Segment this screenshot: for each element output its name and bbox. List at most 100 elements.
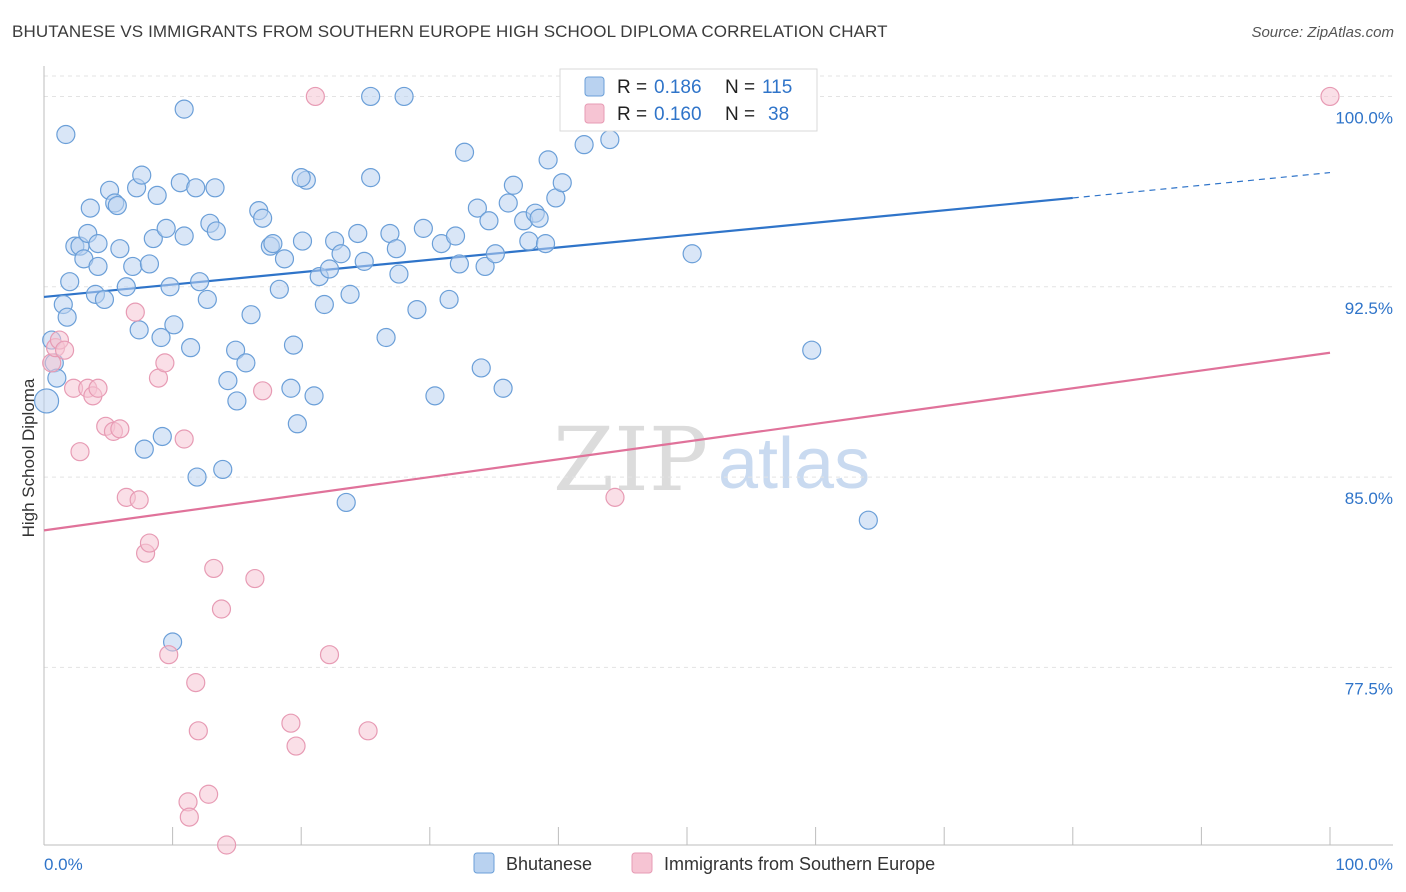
point-bhutanese <box>485 244 505 264</box>
point-southern-europe <box>281 713 301 733</box>
point-bhutanese <box>88 256 108 277</box>
point-bhutanese <box>253 208 273 228</box>
point-bhutanese <box>498 193 518 213</box>
point-bhutanese <box>529 208 549 228</box>
y-tick-labels: 77.5% 85.0% 92.5% 100.0% <box>1335 108 1393 698</box>
point-bhutanese <box>107 195 127 216</box>
point-bhutanese <box>110 239 130 259</box>
point-bhutanese <box>407 299 427 320</box>
point-bhutanese <box>802 340 822 360</box>
y-tick-label: 77.5% <box>1345 679 1393 698</box>
point-bhutanese <box>281 378 301 398</box>
point-bhutanese <box>33 388 60 414</box>
point-bhutanese <box>361 168 381 188</box>
y-tick-label: 92.5% <box>1345 299 1393 318</box>
point-southern-europe <box>245 568 265 589</box>
point-bhutanese <box>174 99 194 119</box>
stats-swatch-southern-europe <box>584 103 605 124</box>
point-bhutanese <box>151 327 171 348</box>
point-bhutanese <box>187 467 207 487</box>
y-tick-label: 100.0% <box>1335 108 1393 127</box>
stats-r-value-1: 0.186 <box>654 77 702 98</box>
trend-lines <box>43 171 1331 532</box>
trend-line-southern-europe <box>43 351 1331 532</box>
trend-line-bhutanese-extension <box>1072 171 1331 199</box>
point-southern-europe <box>188 721 208 741</box>
legend-label-bhutanese: Bhutanese <box>506 854 592 874</box>
point-bhutanese <box>503 175 523 195</box>
point-southern-europe <box>110 419 130 439</box>
point-bhutanese <box>60 272 80 292</box>
point-bhutanese <box>287 414 307 434</box>
stats-r-value-2: 0.160 <box>654 104 702 125</box>
point-bhutanese <box>319 259 340 279</box>
point-bhutanese <box>340 284 360 304</box>
point-bhutanese <box>174 226 194 246</box>
point-bhutanese <box>190 272 210 292</box>
point-southern-europe <box>199 784 219 804</box>
point-southern-europe <box>305 86 325 107</box>
trend-line-bhutanese <box>43 196 1073 299</box>
point-bhutanese <box>475 256 495 277</box>
point-bhutanese <box>147 185 167 206</box>
point-bhutanese <box>236 353 256 373</box>
point-southern-europe <box>70 442 90 462</box>
point-bhutanese <box>354 251 374 271</box>
point-bhutanese <box>143 228 163 249</box>
point-bhutanese <box>471 358 491 378</box>
point-bhutanese <box>314 294 334 315</box>
point-bhutanese <box>152 426 172 447</box>
legend-swatch-southern-europe <box>631 852 653 874</box>
point-bhutanese <box>132 165 152 185</box>
point-bhutanese <box>479 211 499 231</box>
point-bhutanese <box>439 289 459 310</box>
point-southern-europe <box>286 736 306 756</box>
point-southern-europe <box>54 340 75 360</box>
point-bhutanese <box>682 244 702 264</box>
point-bhutanese <box>206 221 226 241</box>
point-bhutanese <box>186 178 206 198</box>
point-bhutanese <box>445 226 466 246</box>
point-southern-europe <box>179 807 199 827</box>
point-bhutanese <box>394 86 414 107</box>
stats-n-value-1: 115 <box>762 77 792 98</box>
axes <box>43 66 1393 846</box>
point-bhutanese <box>413 218 433 238</box>
point-bhutanese <box>538 150 558 170</box>
stats-n-value-2: 38 <box>768 104 789 125</box>
legend-label-southern-europe: Immigrants from Southern Europe <box>664 854 935 874</box>
stats-r-label-1: R = <box>617 77 647 98</box>
point-southern-europe <box>159 645 179 665</box>
point-bhutanese <box>552 173 572 193</box>
point-bhutanese <box>56 124 76 145</box>
point-bhutanese <box>574 135 594 155</box>
point-southern-europe <box>1320 86 1340 107</box>
point-bhutanese <box>213 459 233 480</box>
x-tick-label-max: 100.0% <box>1335 855 1393 874</box>
x-tick-label-min: 0.0% <box>44 855 83 874</box>
point-southern-europe <box>174 429 194 449</box>
source-label: Source: ZipAtlas.com <box>1251 24 1394 41</box>
point-bhutanese <box>88 234 108 254</box>
point-southern-europe <box>217 835 237 855</box>
point-bhutanese <box>519 231 539 251</box>
point-bhutanese <box>467 198 487 218</box>
point-bhutanese <box>80 198 100 218</box>
data-points <box>33 86 1340 855</box>
point-bhutanese <box>164 315 184 335</box>
point-southern-europe <box>155 353 175 373</box>
point-bhutanese <box>94 289 115 310</box>
point-bhutanese <box>129 320 149 340</box>
stats-n-label-1: N = <box>725 77 755 98</box>
point-bhutanese <box>600 129 620 150</box>
point-southern-europe <box>139 533 160 553</box>
point-southern-europe <box>319 645 340 665</box>
legend-swatch-bhutanese <box>473 852 495 874</box>
point-bhutanese <box>123 256 143 277</box>
point-bhutanese <box>291 168 311 188</box>
point-bhutanese <box>283 335 304 355</box>
watermark-zip: ZIP <box>553 408 708 511</box>
point-bhutanese <box>269 279 289 299</box>
point-bhutanese <box>858 510 878 530</box>
